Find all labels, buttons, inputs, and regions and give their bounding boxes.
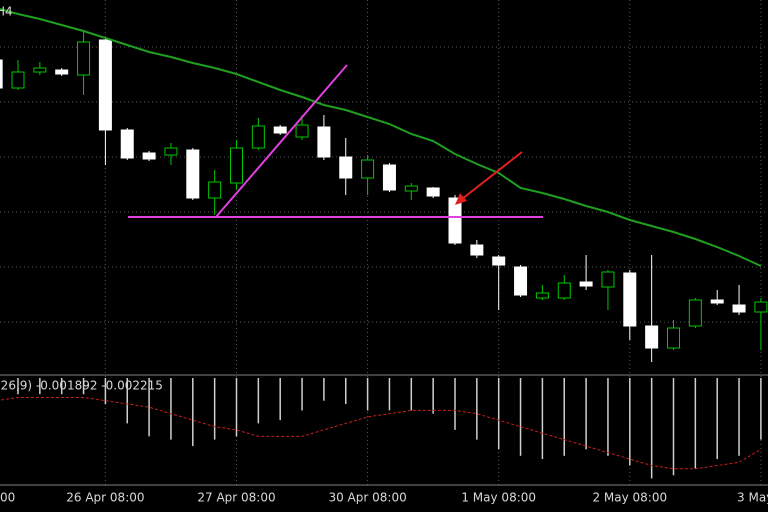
moving-average xyxy=(0,8,762,267)
candle-body xyxy=(710,299,724,304)
x-tick-label: 26 Apr 08:00 xyxy=(66,491,144,505)
candle-body xyxy=(514,266,528,296)
candle-body xyxy=(492,256,506,266)
candle-body xyxy=(273,126,287,134)
candle-body xyxy=(667,327,680,349)
candle-body xyxy=(230,147,243,184)
x-tick-label: 30 Apr 08:00 xyxy=(328,491,406,505)
candle-body xyxy=(208,181,222,199)
x-tick-label: 00 xyxy=(0,491,15,505)
indicator-label: (26,9) -0.001892 -0.002215 xyxy=(0,379,163,393)
candle-body xyxy=(120,129,134,159)
x-tick-label: 3 May 0 xyxy=(737,491,768,505)
candle-body xyxy=(0,59,3,89)
x-tick-label: 1 May 08:00 xyxy=(461,491,536,505)
candle-body xyxy=(186,149,200,199)
candle-body xyxy=(645,325,659,349)
candle-body xyxy=(98,39,112,131)
x-tick-label: 27 Apr 08:00 xyxy=(197,491,275,505)
candle-body xyxy=(754,301,768,313)
candle-body xyxy=(164,147,178,156)
annotations xyxy=(128,64,543,218)
candle-body xyxy=(11,71,25,89)
arrow-head xyxy=(455,193,467,205)
candle-body xyxy=(426,187,440,197)
x-tick-label: 2 May 08:00 xyxy=(592,491,667,505)
candle-body xyxy=(361,159,375,179)
candle-body xyxy=(557,282,571,299)
timeframe-label: H4 xyxy=(0,5,13,19)
candle-body xyxy=(317,126,331,158)
candle-body xyxy=(77,41,91,76)
trend-line xyxy=(215,64,348,218)
candle-body xyxy=(732,304,746,313)
candle-body xyxy=(295,124,309,138)
arrow-shaft xyxy=(461,151,523,200)
candle-body xyxy=(470,244,484,256)
candle-body xyxy=(601,271,615,288)
candle-body xyxy=(339,156,353,179)
candle-body xyxy=(251,125,265,149)
candle-body xyxy=(448,197,462,244)
candle-body xyxy=(623,272,637,327)
candle-body xyxy=(404,185,418,192)
candle-body xyxy=(579,281,593,287)
candle-body xyxy=(688,299,702,327)
candle-body xyxy=(535,292,549,299)
candle-body xyxy=(55,69,69,75)
signal-line xyxy=(0,396,762,470)
plot xyxy=(0,8,768,479)
candle-body xyxy=(33,67,47,73)
candle-body xyxy=(382,164,396,191)
candle-body xyxy=(142,152,156,160)
